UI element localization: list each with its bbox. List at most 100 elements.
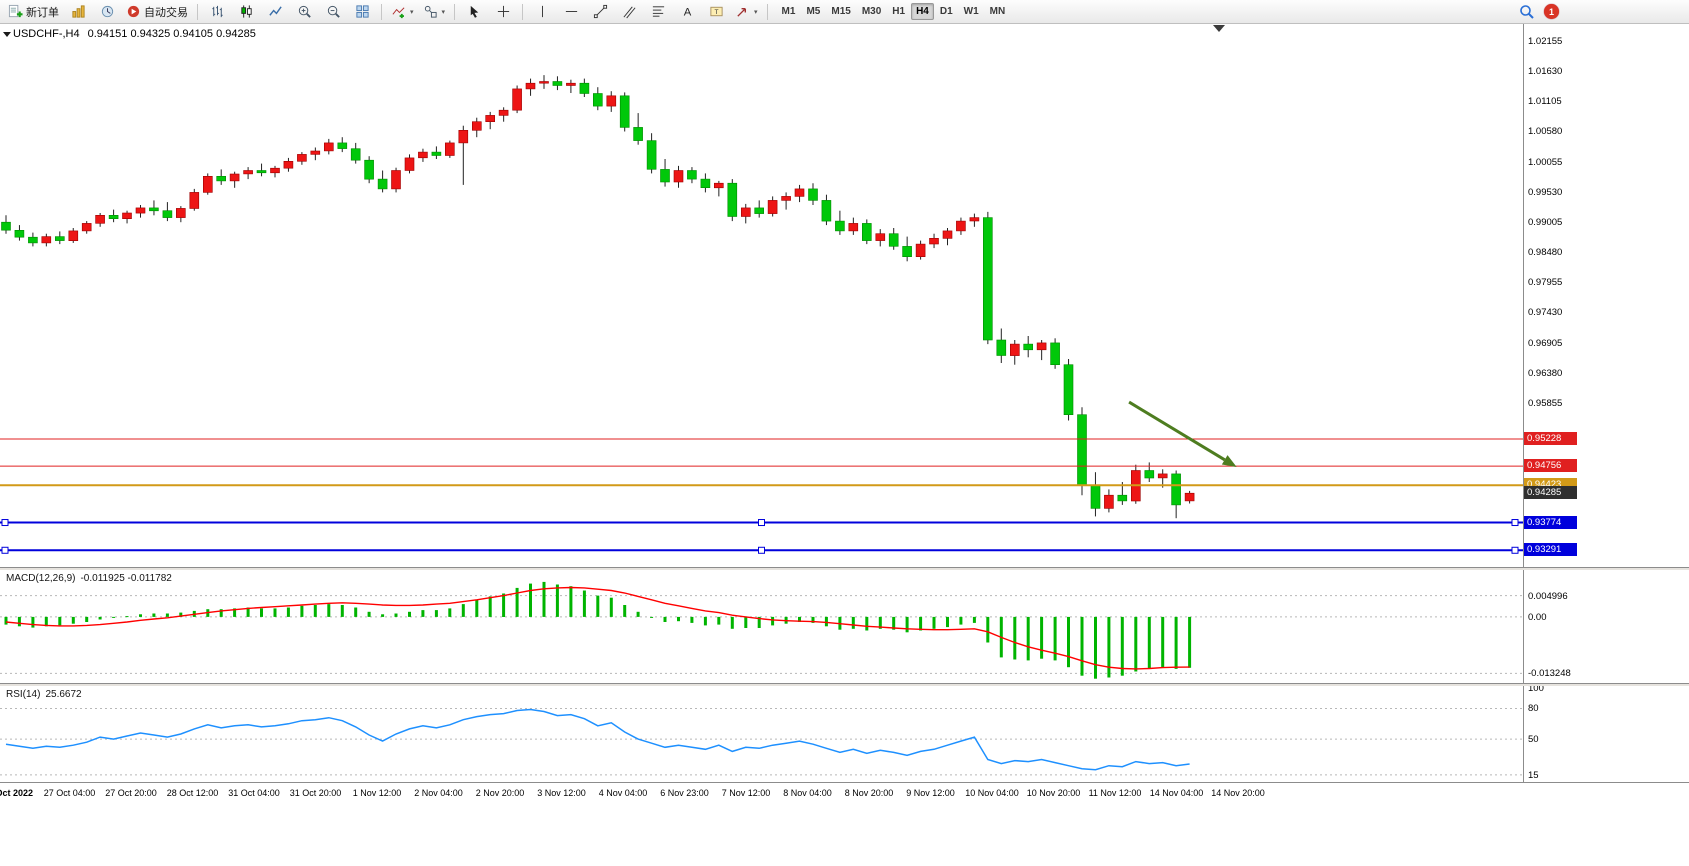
timeframe-button-d1[interactable]: D1 xyxy=(939,6,953,17)
title-marker-icon[interactable] xyxy=(3,32,11,37)
toolbar-separator xyxy=(381,3,382,20)
macd-label: MACD(12,26,9) -0.011925 -0.011782 xyxy=(6,573,172,584)
crosshair-icon xyxy=(497,5,509,18)
text-label-button[interactable]: T xyxy=(702,1,730,23)
timeframe-button-m5[interactable]: M5 xyxy=(806,6,821,17)
toolbar-separator xyxy=(766,3,768,20)
time-axis-label: 27 Oct 20:00 xyxy=(105,788,157,798)
price-line-label: 0.93291 xyxy=(1524,543,1577,556)
bar-chart-icon xyxy=(211,5,223,18)
bar-chart-button[interactable] xyxy=(203,1,231,23)
timeframe-button-m30[interactable]: M30 xyxy=(861,6,882,17)
chart-window: USDCHF-,H4 0.94151 0.94325 0.94105 0.9428… xyxy=(0,24,1689,866)
zoom-out-icon xyxy=(327,5,340,18)
macd-values: -0.011925 -0.011782 xyxy=(80,573,172,584)
new-order-button[interactable]: 新订单 xyxy=(4,1,63,23)
search-icon[interactable] xyxy=(1519,4,1535,20)
price-line-label: 0.93774 xyxy=(1524,516,1577,529)
line-selection-handle[interactable] xyxy=(758,519,765,527)
candles-layer xyxy=(1,75,1195,519)
rsi-axis-label: 50 xyxy=(1528,734,1539,745)
time-axis-label: 10 Nov 04:00 xyxy=(965,788,1019,798)
time-axis-label: 2 Nov 20:00 xyxy=(475,788,525,798)
time-axis-label: 2 Nov 04:00 xyxy=(414,788,463,798)
panel-separator[interactable] xyxy=(0,683,1689,686)
timeframe-toolbar: M1 M5 M15 M30 H1 H4 D1 W1 MN xyxy=(777,3,1011,20)
horizontal-line-icon xyxy=(565,11,577,12)
toolbar-right-group: 1 xyxy=(1519,4,1559,20)
svg-text:T: T xyxy=(714,9,718,16)
price-axis[interactable]: 1.02155 1.01630 1.01105 1.00580 1.00055 0.995… xyxy=(1523,24,1689,782)
time-axis-label: 14 Nov 04:00 xyxy=(1149,788,1204,798)
dropdown-caret-icon: ▾ xyxy=(441,8,446,16)
cursor-icon xyxy=(470,5,478,18)
price-axis-tick: 0.99530 xyxy=(1528,187,1563,198)
timeframe-button-h1[interactable]: H1 xyxy=(892,6,906,17)
timeframe-button-h4[interactable]: H4 xyxy=(911,3,934,20)
time-axis-label: 11 Nov 12:00 xyxy=(1088,788,1142,798)
arrow-annotation-head[interactable] xyxy=(1221,455,1237,468)
price-axis-tick: 0.96380 xyxy=(1528,368,1563,379)
price-axis-tick: 0.97430 xyxy=(1528,307,1563,318)
candlestick-chart-icon xyxy=(240,5,252,18)
time-axis-label: 26 Oct 2022 xyxy=(0,788,34,798)
time-axis-label: 8 Nov 04:00 xyxy=(783,788,832,798)
price-axis-tick: 0.95855 xyxy=(1528,398,1563,409)
chart-shift-marker[interactable] xyxy=(1213,25,1225,32)
timeframe-button-w1[interactable]: W1 xyxy=(963,6,979,17)
line-selection-handle[interactable] xyxy=(758,546,765,554)
trendline-button[interactable] xyxy=(586,1,614,23)
auto-trading-button[interactable]: 自动交易 xyxy=(122,1,192,23)
timeframe-button-m15[interactable]: M15 xyxy=(831,6,851,17)
panel-separator[interactable] xyxy=(0,567,1689,570)
crosshair-button[interactable] xyxy=(489,1,517,23)
price-axis-tick: 1.01630 xyxy=(1528,66,1563,77)
indicators-icon xyxy=(392,7,405,19)
new-chart-icon xyxy=(71,5,85,18)
indicators-button[interactable]: ▾ xyxy=(387,1,418,23)
cursor-button[interactable] xyxy=(460,1,488,23)
trendline-icon xyxy=(593,4,607,19)
rsi-plot[interactable] xyxy=(0,686,1523,782)
profiles-button[interactable] xyxy=(93,1,121,23)
text-button[interactable]: A xyxy=(673,1,701,23)
vertical-line-icon xyxy=(541,5,543,18)
time-axis-label: 28 Oct 12:00 xyxy=(166,788,219,798)
zoom-out-button[interactable] xyxy=(319,1,347,23)
line-selection-handle[interactable] xyxy=(1,519,9,527)
timeframe-button-mn[interactable]: MN xyxy=(989,6,1006,17)
line-selection-handle[interactable] xyxy=(1511,546,1519,554)
dropdown-caret-icon: ▾ xyxy=(410,8,414,16)
main-chart-plot[interactable] xyxy=(0,24,1523,567)
macd-axis-label: 0.004996 xyxy=(1528,591,1568,602)
line-chart-button[interactable] xyxy=(261,1,289,23)
notification-badge[interactable]: 1 xyxy=(1544,4,1559,19)
objects-list-button[interactable]: ▾ xyxy=(419,1,450,23)
price-line-label: 0.94756 xyxy=(1524,459,1577,472)
chart-title: USDCHF-,H4 0.94151 0.94325 0.94105 0.9428… xyxy=(13,28,256,40)
line-selection-handle[interactable] xyxy=(1,546,9,554)
horizontal-line-button[interactable] xyxy=(557,1,585,23)
svg-text:A: A xyxy=(683,7,691,19)
text-icon: A xyxy=(683,7,691,19)
arrows-button[interactable]: ▾ xyxy=(731,1,762,23)
time-axis-label: 27 Oct 04:00 xyxy=(43,788,96,798)
tile-windows-button[interactable] xyxy=(348,1,376,23)
vertical-line-button[interactable] xyxy=(528,1,556,23)
candlestick-chart-button[interactable] xyxy=(232,1,260,23)
rsi-axis-label: 15 xyxy=(1528,770,1539,781)
time-axis[interactable]: 26 Oct 2022 27 Oct 04:00 27 Oct 20:00 28 Oc… xyxy=(0,784,1689,806)
line-selection-handle[interactable] xyxy=(1511,519,1519,527)
time-axis-label: 10 Nov 20:00 xyxy=(1026,788,1081,798)
objects-list-icon xyxy=(424,5,437,18)
zoom-in-button[interactable] xyxy=(290,1,318,23)
arrow-annotation[interactable] xyxy=(1128,400,1226,462)
profiles-icon xyxy=(101,5,113,18)
macd-plot[interactable] xyxy=(0,570,1523,683)
chart-ohlc-values: 0.94151 0.94325 0.94105 0.94285 xyxy=(87,28,256,40)
fibonacci-button[interactable] xyxy=(644,1,672,23)
timeframe-button-m1[interactable]: M1 xyxy=(781,6,796,17)
equidistant-channel-button[interactable] xyxy=(615,1,643,23)
new-chart-button[interactable] xyxy=(64,1,92,23)
zoom-in-icon xyxy=(298,5,311,18)
